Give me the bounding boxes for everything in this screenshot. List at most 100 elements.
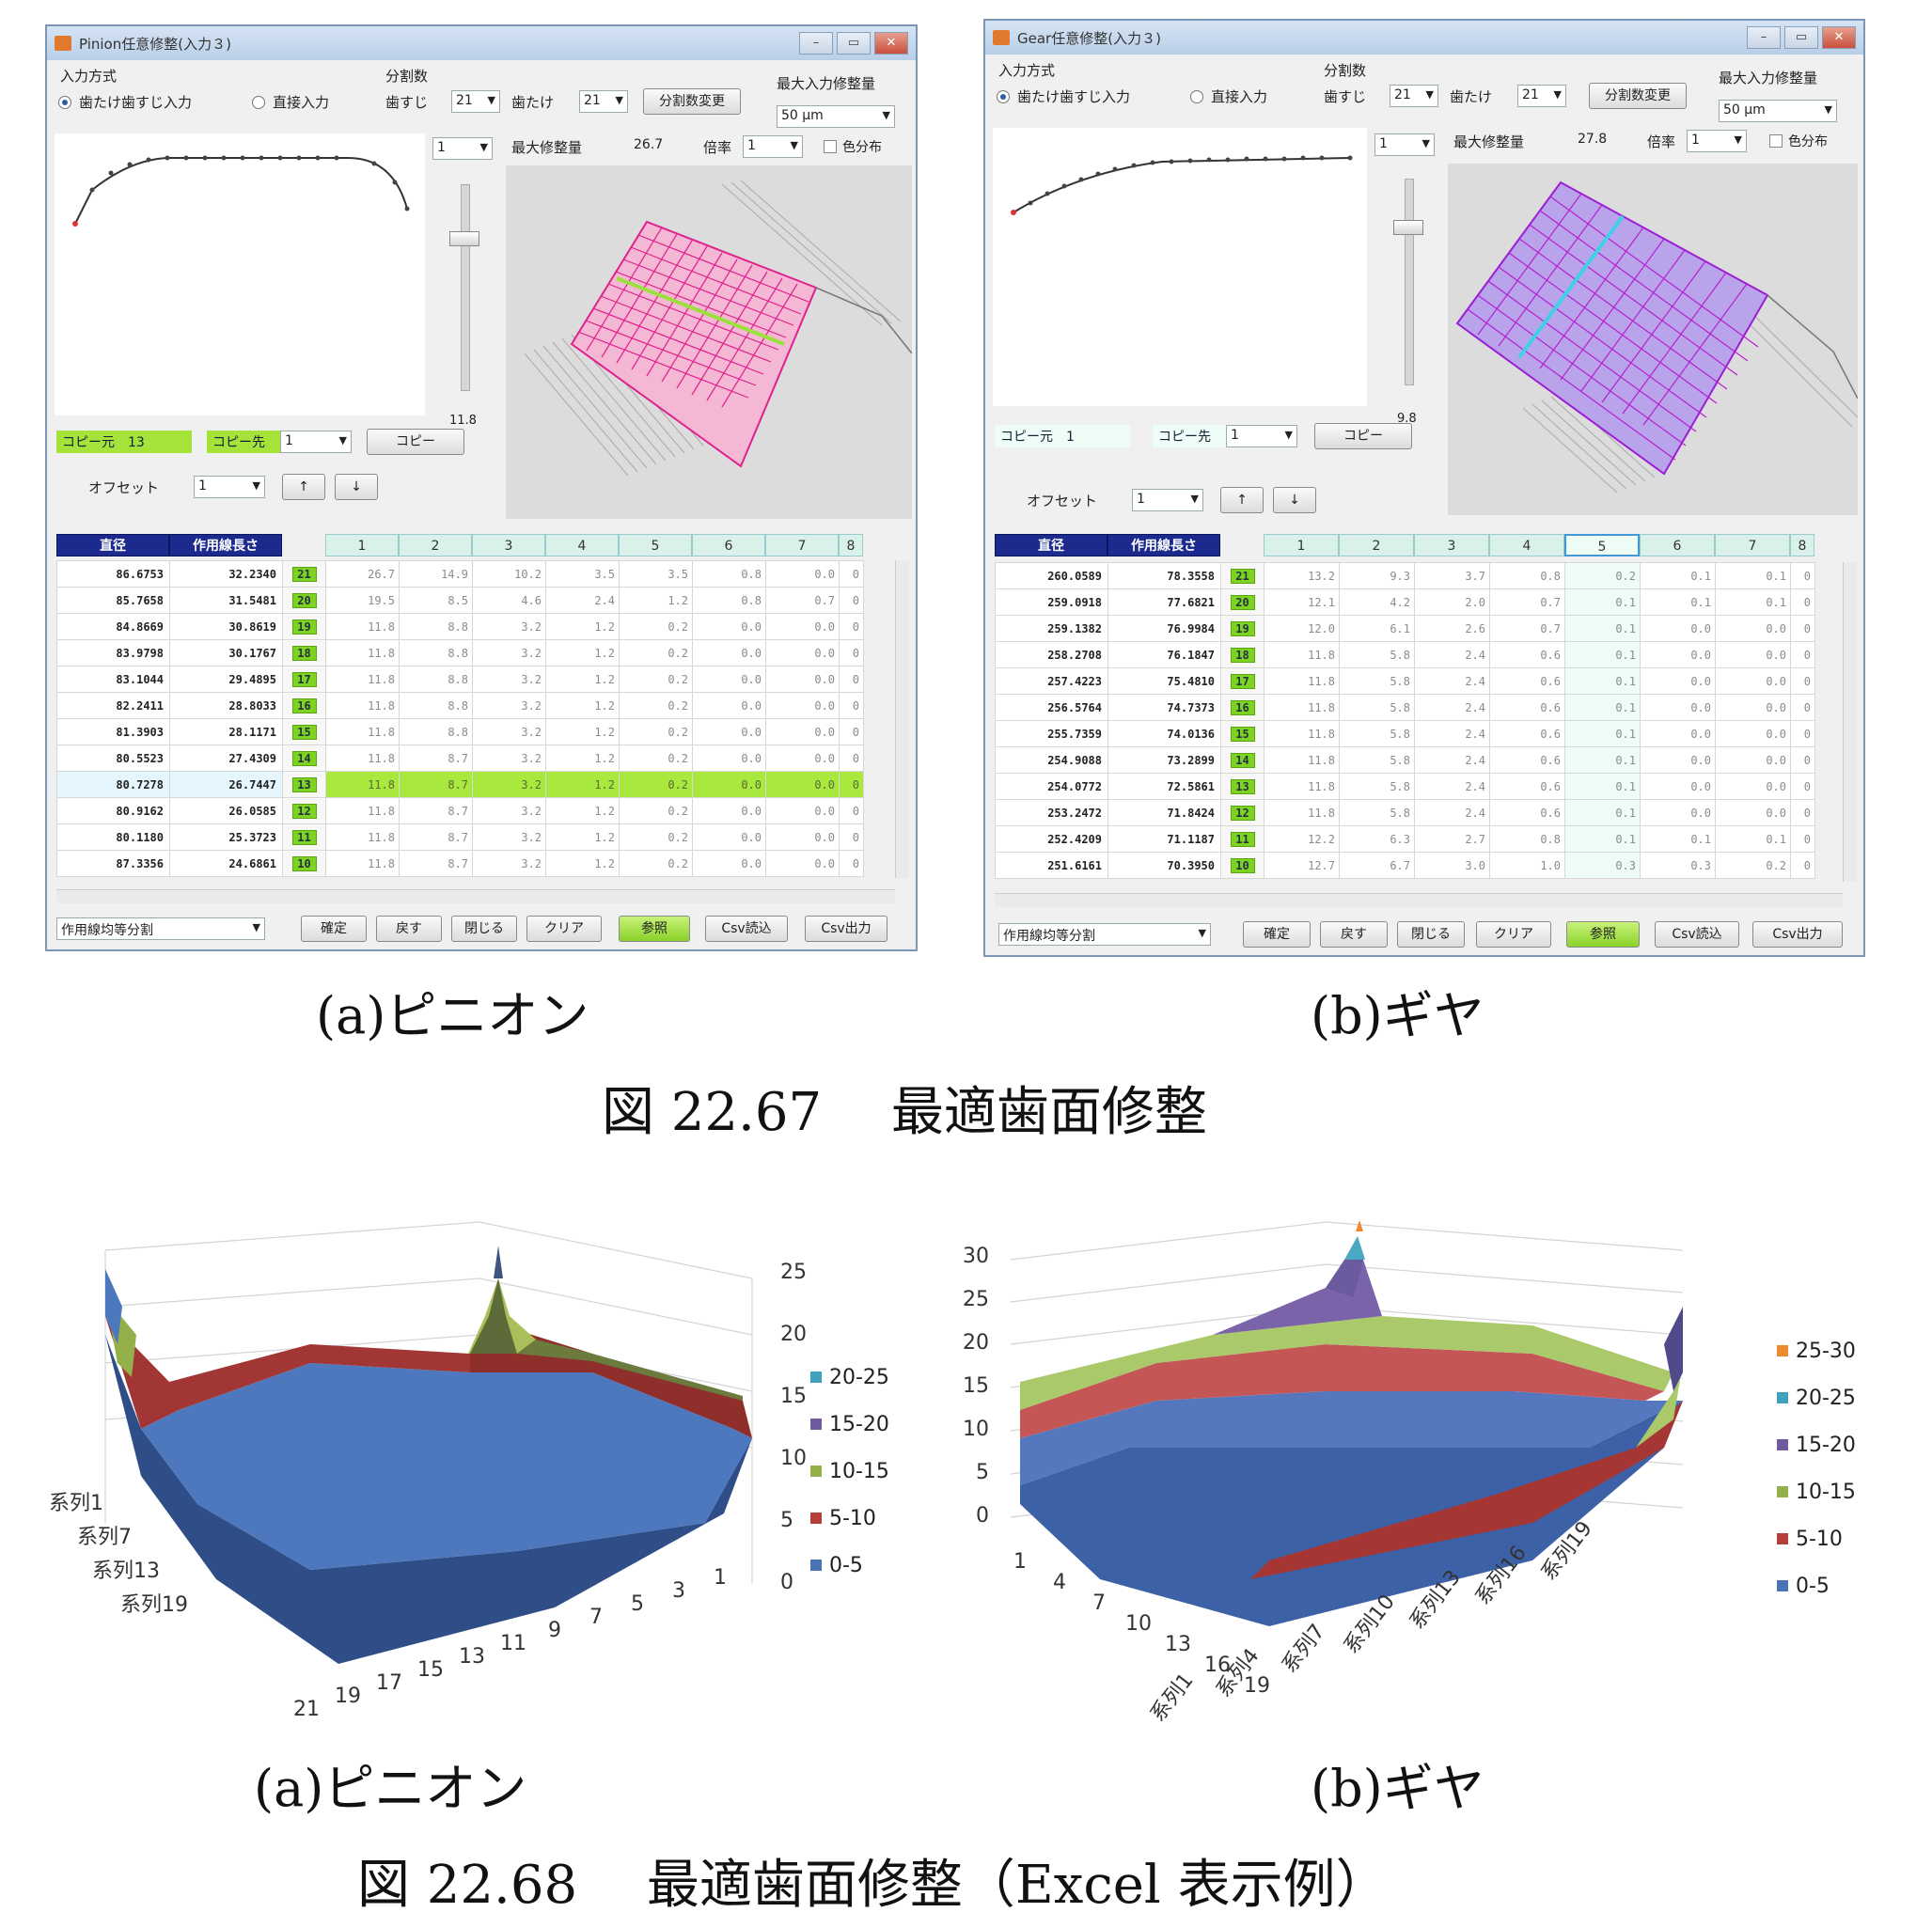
row-index-badge[interactable]: 15	[1220, 720, 1264, 747]
close-button[interactable]: ✕	[874, 32, 908, 55]
value-cell[interactable]: 0.0	[1640, 720, 1716, 747]
value-cell[interactable]: 1.2	[545, 771, 620, 798]
action-length-cell[interactable]: 71.1187	[1107, 825, 1221, 853]
scale-select[interactable]: 1 ▼	[1687, 130, 1747, 152]
value-cell[interactable]: 8.8	[399, 692, 473, 719]
minimize-button[interactable]: –	[1747, 26, 1781, 49]
value-cell[interactable]: 3.5	[619, 560, 693, 588]
value-cell[interactable]: 8.7	[399, 745, 473, 772]
value-cell[interactable]: 0.8	[1489, 562, 1565, 589]
color-distribution-checkbox[interactable]: 色分布	[824, 137, 882, 156]
value-cell[interactable]: 0.0	[765, 560, 840, 588]
value-cell[interactable]: 8.8	[399, 613, 473, 640]
value-cell[interactable]: 1.2	[545, 666, 620, 693]
value-cell[interactable]: 11.8	[1264, 720, 1340, 747]
value-cell[interactable]: 8.7	[399, 771, 473, 798]
value-cell[interactable]: 0.0	[692, 692, 766, 719]
value-cell[interactable]: 1.2	[545, 850, 620, 877]
value-cell[interactable]: 0.1	[1715, 825, 1791, 853]
row-index-badge[interactable]: 10	[282, 850, 326, 877]
col-1[interactable]: 1	[325, 534, 399, 556]
row-index-badge[interactable]: 18	[282, 639, 326, 666]
table-row[interactable]: 80.9162 26.0585 12 11.8 8.7 3.2 1.2 0.2 0.0 0.0 0	[56, 797, 864, 824]
value-cell[interactable]: 4.6	[472, 587, 546, 614]
row-index-badge[interactable]: 14	[282, 745, 326, 772]
table-row[interactable]: 84.8669 30.8619 19 11.8 8.8 3.2 1.2 0.2 0.0 0.0 0	[56, 613, 864, 640]
value-cell[interactable]: 2.4	[1414, 694, 1490, 721]
table-row[interactable]: 257.4223 75.4810 17 11.8 5.8 2.4 0.6 0.1 0.0 0.0 0	[995, 667, 1815, 695]
value-cell[interactable]: 0.6	[1489, 720, 1565, 747]
diameter-cell[interactable]: 80.5523	[56, 745, 170, 772]
table-row[interactable]: 87.3356 24.6861 10 11.8 8.7 3.2 1.2 0.2 0.0 0.0 0	[56, 850, 864, 877]
value-cell[interactable]: 0.0	[1640, 746, 1716, 774]
value-cell[interactable]: 9.3	[1339, 562, 1415, 589]
value-cell[interactable]: 0	[1790, 588, 1815, 616]
diameter-cell[interactable]: 82.2411	[56, 692, 170, 719]
value-cell[interactable]: 11.8	[1264, 773, 1340, 800]
value-cell[interactable]: 0.0	[692, 613, 766, 640]
row-index-badge[interactable]: 20	[1220, 588, 1264, 616]
col-4[interactable]: 4	[1489, 534, 1564, 556]
value-cell[interactable]: 0.0	[1640, 667, 1716, 695]
value-cell[interactable]: 0.1	[1564, 799, 1641, 826]
value-cell[interactable]: 1.0	[1489, 852, 1565, 879]
value-cell[interactable]: 0.0	[1640, 615, 1716, 642]
col-3[interactable]: 3	[1414, 534, 1489, 556]
scale-select[interactable]: 1 ▼	[743, 135, 803, 158]
value-cell[interactable]: 11.8	[325, 718, 400, 745]
value-cell[interactable]: 0.0	[692, 823, 766, 851]
value-cell[interactable]: 0.7	[1489, 588, 1565, 616]
value-cell[interactable]: 0.2	[619, 745, 693, 772]
action-length-cell[interactable]: 77.6821	[1107, 588, 1221, 616]
value-cell[interactable]: 2.4	[1414, 667, 1490, 695]
diameter-cell[interactable]: 80.7278	[56, 771, 170, 798]
value-cell[interactable]: 1.2	[545, 639, 620, 666]
offset-select[interactable]: 1 ▼	[194, 476, 265, 498]
value-cell[interactable]: 2.4	[1414, 799, 1490, 826]
value-cell[interactable]: 2.4	[1414, 720, 1490, 747]
profile-select[interactable]: 1 ▼	[432, 137, 493, 160]
hatake-select[interactable]: 21 ▼	[1517, 85, 1566, 107]
action-length-cell[interactable]: 74.0136	[1107, 720, 1221, 747]
value-cell[interactable]: 0	[1790, 562, 1815, 589]
value-cell[interactable]: 0.7	[765, 587, 840, 614]
action-length-cell[interactable]: 75.4810	[1107, 667, 1221, 695]
action-length-cell[interactable]: 76.1847	[1107, 641, 1221, 668]
diameter-cell[interactable]: 81.3903	[56, 718, 170, 745]
hatake-select[interactable]: 21 ▼	[579, 90, 628, 113]
revert-button[interactable]: 戻す	[376, 916, 442, 942]
col-6[interactable]: 6	[692, 534, 765, 556]
value-cell[interactable]: 1.2	[545, 745, 620, 772]
value-cell[interactable]: 0.6	[1489, 746, 1565, 774]
value-cell[interactable]: 0.6	[1489, 641, 1565, 668]
value-cell[interactable]: 0.3	[1640, 852, 1716, 879]
value-cell[interactable]: 26.7	[325, 560, 400, 588]
csv-import-button[interactable]: Csv読込	[705, 916, 788, 942]
value-cell[interactable]: 2.0	[1414, 588, 1490, 616]
value-cell[interactable]: 0.1	[1564, 615, 1641, 642]
row-index-badge[interactable]: 19	[282, 613, 326, 640]
hasuji-select[interactable]: 21 ▼	[451, 90, 500, 113]
color-distribution-checkbox[interactable]: 色分布	[1769, 132, 1828, 150]
value-cell[interactable]: 4.2	[1339, 588, 1415, 616]
value-cell[interactable]: 0	[839, 718, 864, 745]
row-index-badge[interactable]: 12	[1220, 799, 1264, 826]
value-cell[interactable]: 5.8	[1339, 694, 1415, 721]
value-cell[interactable]: 12.2	[1264, 825, 1340, 853]
action-length-cell[interactable]: 70.3950	[1107, 852, 1221, 879]
value-cell[interactable]: 0	[839, 797, 864, 824]
row-index-badge[interactable]: 11	[1220, 825, 1264, 853]
row-index-badge[interactable]: 19	[1220, 615, 1264, 642]
value-cell[interactable]: 0.0	[765, 613, 840, 640]
table-row[interactable]: 83.1044 29.4895 17 11.8 8.8 3.2 1.2 0.2 0.0 0.0 0	[56, 666, 864, 693]
table-row[interactable]: 258.2708 76.1847 18 11.8 5.8 2.4 0.6 0.1 0.0 0.0 0	[995, 641, 1815, 668]
value-cell[interactable]: 0.0	[765, 823, 840, 851]
close-dialog-button[interactable]: 閉じる	[1397, 921, 1465, 948]
mod-slider[interactable]	[461, 184, 470, 391]
table-row[interactable]: 81.3903 28.1171 15 11.8 8.8 3.2 1.2 0.2 0.0 0.0 0	[56, 718, 864, 745]
value-cell[interactable]: 0.0	[765, 718, 840, 745]
value-cell[interactable]: 0.0	[1715, 773, 1791, 800]
value-cell[interactable]: 0.6	[1489, 773, 1565, 800]
change-divisions-button[interactable]: 分割数変更	[1589, 83, 1687, 109]
col-4[interactable]: 4	[545, 534, 619, 556]
